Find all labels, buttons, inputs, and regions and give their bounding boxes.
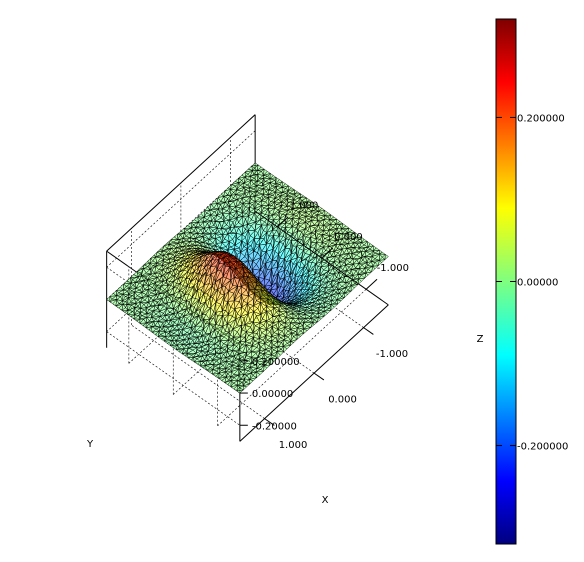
colorbar-ticks: 0.200000 0.00000 -0.200000 bbox=[496, 113, 568, 453]
colorbar-tick-label: 0.200000 bbox=[517, 113, 565, 124]
z-tick-label: 0.00000 bbox=[252, 389, 293, 400]
y-tick-label: 0.000 bbox=[334, 232, 363, 243]
z-tick-label: -0.20000 bbox=[252, 421, 297, 432]
colorbar: 0.200000 0.00000 -0.200000 bbox=[495, 18, 568, 545]
x-axis-title: X bbox=[322, 495, 329, 506]
x-tick-label: -1.000 bbox=[376, 349, 408, 360]
colorbar-tick-label: 0.00000 bbox=[517, 278, 558, 289]
colorbar-tick-label: -0.200000 bbox=[517, 442, 568, 453]
y-axis-ticks: -1.000 0.000 1.000 bbox=[277, 201, 409, 290]
y-axis-title: Y bbox=[86, 439, 94, 450]
z-axis-title: Z bbox=[477, 334, 484, 345]
x-tick-label: 1.000 bbox=[279, 440, 308, 451]
y-tick-label: 1.000 bbox=[290, 201, 319, 212]
x-axis-ticks: -1.000 0.000 1.000 bbox=[264, 327, 408, 451]
y-tick-label: -1.000 bbox=[377, 263, 409, 274]
surface-mesh bbox=[106, 162, 389, 394]
z-tick-label: 0.200000 bbox=[252, 357, 300, 368]
z-axis-ticks: 0.200000 0.00000 -0.20000 bbox=[239, 357, 300, 432]
x-tick-label: 0.000 bbox=[328, 394, 357, 405]
